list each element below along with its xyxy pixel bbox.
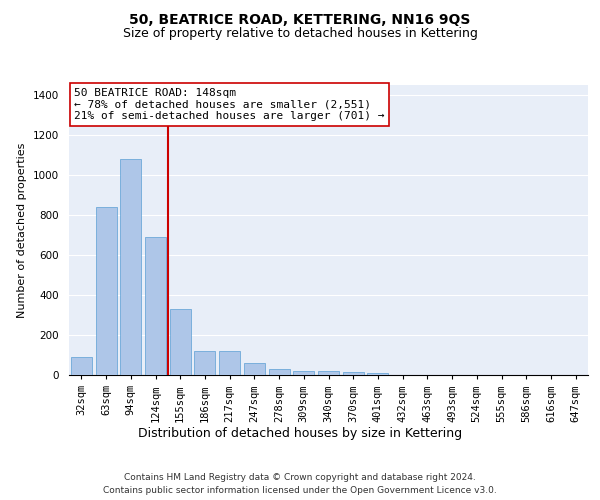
Text: Size of property relative to detached houses in Kettering: Size of property relative to detached ho… (122, 28, 478, 40)
Y-axis label: Number of detached properties: Number of detached properties (17, 142, 28, 318)
Text: Contains public sector information licensed under the Open Government Licence v3: Contains public sector information licen… (103, 486, 497, 495)
Bar (95, 207, 116, 375)
Bar (244, 363, 265, 375)
Text: Distribution of detached houses by size in Kettering: Distribution of detached houses by size … (138, 428, 462, 440)
Bar (367, 373, 388, 375)
Bar (219, 351, 240, 375)
Bar (293, 370, 314, 375)
Text: 50, BEATRICE ROAD, KETTERING, NN16 9QS: 50, BEATRICE ROAD, KETTERING, NN16 9QS (130, 12, 470, 26)
Bar (269, 369, 290, 375)
Bar (145, 237, 166, 375)
Bar (318, 372, 339, 375)
Bar (170, 309, 191, 375)
Bar (343, 372, 364, 375)
Bar (194, 351, 215, 375)
Text: 50 BEATRICE ROAD: 148sqm
← 78% of detached houses are smaller (2,551)
21% of sem: 50 BEATRICE ROAD: 148sqm ← 78% of detach… (74, 88, 385, 121)
Bar (120, 159, 141, 375)
Text: Contains HM Land Registry data © Crown copyright and database right 2024.: Contains HM Land Registry data © Crown c… (124, 472, 476, 482)
Bar (71, 357, 92, 375)
